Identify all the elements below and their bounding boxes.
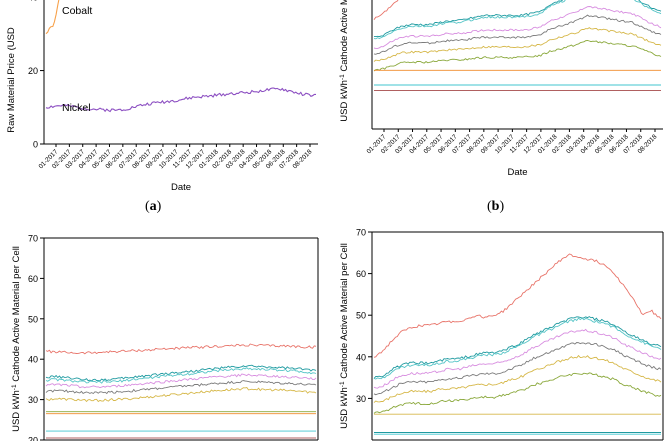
chart-panel-b: 5001-201702-201703-201704-201705-201706-… (339, 0, 663, 178)
chart-panel-c: 20 30 40 50 60 70 USD kWh-1 Cathode Active Mat… (11, 234, 319, 441)
series-line-5 (373, 27, 662, 62)
series-line-1 (45, 364, 317, 382)
y-tick-label: 40 (356, 352, 366, 362)
y-tick-label: 70 (28, 234, 38, 244)
annotation-cobalt: Cobalt (62, 5, 92, 17)
series-line-6 (373, 372, 662, 414)
y-tick-label: 50 (356, 311, 366, 321)
series-line-5 (373, 354, 662, 403)
series-line-0 (373, 253, 662, 358)
series-line-2 (373, 0, 662, 40)
y-tick-label: 40 (28, 0, 38, 3)
series-line-1 (373, 316, 662, 379)
y-tick-label: 70 (356, 228, 366, 238)
series-line-4 (373, 342, 662, 396)
chart-panel-d: 30 40 50 60 70 USD kWh-1 Cathode Active Mater… (339, 228, 664, 441)
panel-label-a: (a) (145, 199, 162, 214)
series-line-3 (373, 328, 662, 389)
y-tick-label: 30 (28, 395, 38, 405)
y-axis-label: Raw Material Price (USD (6, 27, 17, 133)
y-tick-label: 20 (28, 66, 38, 76)
series-line-2 (373, 317, 662, 380)
y-tick-label: 30 (356, 394, 366, 404)
y-tick-label: 60 (28, 274, 38, 284)
y-tick-label: 60 (356, 269, 366, 279)
series-line-5 (45, 386, 317, 403)
x-axis-label: Date (171, 182, 191, 193)
series-line-3 (373, 6, 662, 49)
series-line-4 (45, 380, 317, 395)
y-tick-label: 50 (28, 314, 38, 324)
series-line-2 (45, 367, 317, 384)
annotation-nickel: Nickel (62, 102, 91, 114)
series-line-3 (45, 373, 317, 389)
series-line-6 (373, 40, 662, 72)
x-axis-label: Date (507, 167, 527, 178)
panel-label-b: (b) (487, 199, 505, 214)
y-axis-label: USD kWh-1 Cathode Active Material (339, 0, 351, 122)
chart-panel-a: 020406001-201702-201703-201704-201705-20… (6, 0, 318, 193)
series-line-nickel (45, 87, 316, 113)
series-line-0 (45, 343, 317, 355)
series-line-1 (373, 0, 662, 38)
y-tick-label: 20 (28, 436, 38, 441)
y-axis-label: USD kWh-1 Cathode Active Material per Ce… (339, 243, 351, 429)
y-axis-label: USD kWh-1 Cathode Active Material per Ce… (11, 246, 23, 432)
y-tick-label: 0 (33, 140, 38, 150)
series-line-4 (373, 14, 662, 55)
y-tick-label: 40 (28, 355, 38, 365)
